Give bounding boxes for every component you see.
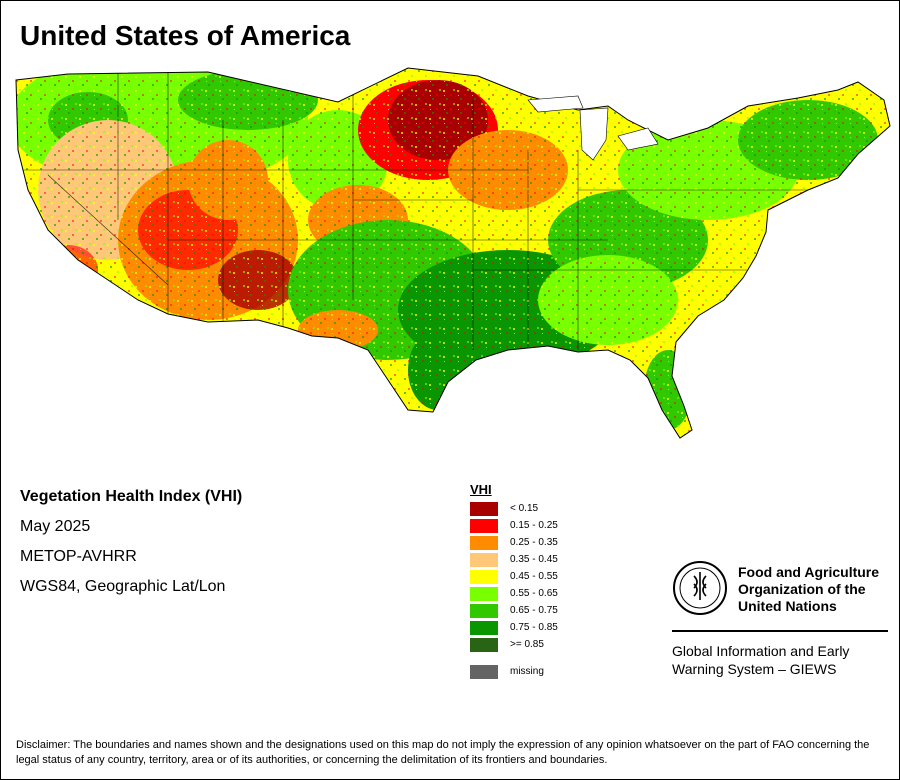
giews-line: Warning System – GIEWS [672,661,837,677]
disclaimer: Disclaimer: The boundaries and names sho… [16,739,870,766]
fao-name-line: United Nations [738,598,837,614]
map-title: United States of America [20,20,351,51]
giews-line: Global Information and Early [672,643,850,659]
legend-label: < 0.15 [510,503,539,514]
legend-item: 0.25 - 0.35 [470,534,558,551]
legend-swatch [470,518,498,533]
legend-swatch [470,637,498,652]
giews-label: Global Information and Early Warning Sys… [672,642,888,678]
legend-label: 0.45 - 0.55 [510,571,558,582]
legend-label: >= 0.85 [510,639,544,650]
legend-label: 0.25 - 0.35 [510,537,558,548]
legend-title: VHI [470,482,492,497]
legend-item: 0.65 - 0.75 [470,602,558,619]
legend-label: 0.65 - 0.75 [510,605,558,616]
sensor-label: METOP-AVHRR [20,548,137,565]
legend-swatch [470,569,498,584]
vhi-map [15,67,891,439]
index-name: Vegetation Health Index (VHI) [20,488,243,505]
vhi-legend: VHI < 0.15 0.15 - 0.25 0.25 - 0.35 0.35 … [470,482,558,680]
legend-item: 0.75 - 0.85 [470,619,558,636]
legend-label: 0.35 - 0.45 [510,554,558,565]
map-info: Vegetation Health Index (VHI) May 2025 M… [20,487,242,607]
legend-swatch [470,552,498,567]
legend-item: 0.45 - 0.55 [470,568,558,585]
legend-swatch [470,603,498,618]
projection-label: WGS84, Geographic Lat/Lon [20,578,226,595]
legend-swatch [470,620,498,635]
fao-logo-icon [673,561,727,615]
fao-name: Food and Agriculture Organization of the… [738,564,888,615]
legend-item: 0.35 - 0.45 [470,551,558,568]
legend-label: 0.75 - 0.85 [510,622,558,633]
legend-label: 0.15 - 0.25 [510,520,558,531]
legend-item: >= 0.85 [470,636,558,653]
divider [672,630,888,632]
legend-item-missing: missing [470,663,558,680]
fao-name-line: Organization of the [738,581,866,597]
legend-label: missing [510,666,544,677]
legend-swatch [470,586,498,601]
legend-label: 0.55 - 0.65 [510,588,558,599]
fao-name-line: Food and Agriculture [738,564,880,580]
legend-swatch [470,501,498,516]
period-label: May 2025 [20,518,91,535]
legend-item: 0.15 - 0.25 [470,517,558,534]
legend-swatch [470,664,498,679]
legend-item: < 0.15 [470,500,558,517]
legend-item: 0.55 - 0.65 [470,585,558,602]
legend-swatch [470,535,498,550]
